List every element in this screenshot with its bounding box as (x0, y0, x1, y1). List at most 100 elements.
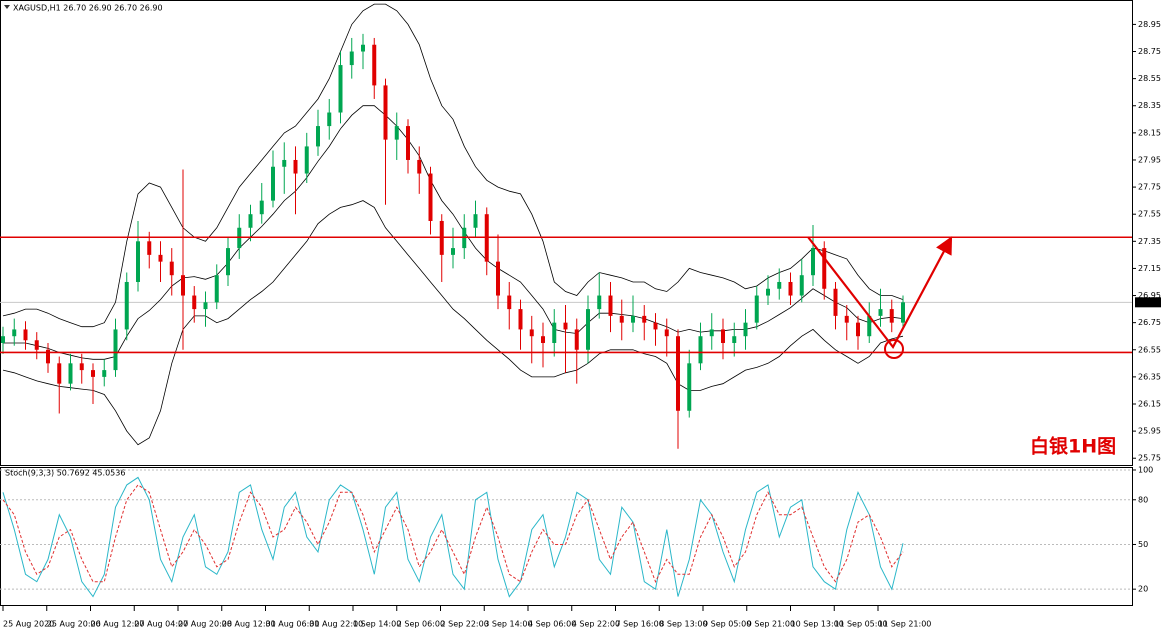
candle-body (79, 363, 84, 371)
candle-body (676, 336, 680, 411)
y-tick-label: 28.75 (1138, 47, 1161, 56)
candle-body (158, 254, 163, 262)
x-tick-label: 10 Sep 13:00 (791, 620, 844, 629)
candle-body (304, 146, 309, 174)
band-lower (2, 200, 904, 446)
candle-body (799, 275, 804, 296)
candle-body (259, 200, 264, 215)
y-tick-label: 26.15 (1138, 399, 1161, 408)
x-tick-label: 27 Aug 04:00 (134, 620, 188, 629)
candle-body (23, 329, 28, 341)
annotation: 白银1H图 (1030, 435, 1116, 458)
candle-body (664, 329, 669, 337)
candle-body (653, 322, 658, 330)
candle-body (518, 309, 523, 330)
candle-body (811, 248, 815, 276)
candle-body (496, 261, 500, 296)
y-tick-label: 80 (1138, 495, 1148, 504)
candle-body (473, 214, 478, 228)
y-tick-label: 26.75 (1138, 318, 1161, 327)
candle-body (271, 166, 275, 201)
y-tick-label: 27.15 (1138, 264, 1161, 273)
x-tick-label: 28 Aug 12:00 (222, 620, 276, 629)
x-tick-label: 8 Sep 13:00 (659, 620, 707, 629)
candle-body (136, 241, 140, 282)
candle-body (451, 248, 455, 255)
candle-body (619, 315, 624, 323)
x-tick-label: 4 Sep 22:00 (572, 620, 620, 629)
candle-body (788, 281, 793, 296)
y-tick-label: 25.75 (1138, 454, 1161, 463)
candle-body (113, 329, 118, 371)
candle-body (754, 295, 759, 323)
marker-circle (884, 339, 904, 359)
candle-body (597, 295, 602, 310)
candle-body (372, 44, 377, 86)
y-tick-label: 26.95 (1138, 291, 1161, 300)
x-axis-strip (0, 607, 1170, 636)
y-tick-label: 28.95 (1138, 20, 1161, 29)
candle-body (709, 329, 714, 337)
price-layer: 25.75 25.95 26.15 26.35 26.55 26.75 26.95 27.15… (0, 3, 1170, 636)
candle-body (428, 173, 433, 221)
candle-body (46, 349, 50, 364)
candle-body (642, 315, 647, 323)
candle-body (1, 336, 5, 343)
y-tick-label: 27.75 (1138, 183, 1161, 192)
candle-body (248, 214, 253, 228)
candle-body (766, 288, 770, 296)
candle-body (226, 248, 230, 276)
stoch-layer: 20 50 80 100 (0, 465, 1153, 598)
candle-body (844, 315, 849, 323)
last-price-label: 26.90 (1137, 298, 1160, 307)
y-tick-label: 26.35 (1138, 372, 1161, 381)
candle-body (34, 340, 39, 350)
x-tick-label: 27 Aug 20:00 (178, 620, 232, 629)
x-tick-label: 9 Sep 21:00 (747, 620, 795, 629)
candle-body (878, 309, 883, 316)
y-tick-label: 26.55 (1138, 345, 1161, 354)
candle-body (732, 336, 737, 343)
candle-body (406, 126, 410, 160)
candle-body (417, 159, 422, 174)
candle-body (698, 336, 703, 364)
candle-body (361, 44, 365, 52)
candle-body (349, 51, 354, 66)
candle-body (181, 275, 185, 296)
y-tick-label: 27.95 (1138, 155, 1161, 164)
candle-body (889, 309, 894, 323)
candle-body (91, 370, 95, 377)
y-tick-label: 28.15 (1138, 128, 1161, 137)
stoch-panel (0, 467, 1133, 606)
y-tick-label: 25.95 (1138, 427, 1161, 436)
stoch-title: Stoch(9,3,3) 50.7692 45.0536 (5, 469, 125, 478)
candle-body (147, 241, 152, 255)
candle-body (552, 322, 557, 343)
candle-body (608, 295, 613, 316)
candle-body (316, 126, 320, 147)
last-price-box (1135, 297, 1161, 308)
candle-body (203, 302, 208, 310)
candle-body (856, 322, 860, 337)
band-upper (2, 3, 904, 328)
candle-body (833, 288, 838, 316)
x-tick-label: 4 Sep 06:00 (528, 620, 576, 629)
x-tick-label: 2 Sep 22:00 (441, 620, 489, 629)
y-tick-label: 100 (1138, 465, 1153, 474)
y-tick-label: 28.35 (1138, 101, 1161, 110)
trend-arrow (807, 236, 953, 350)
candle-body (631, 315, 635, 323)
candle-body (394, 126, 399, 140)
candle-body (901, 302, 905, 323)
x-tick-label: 26 Aug 12:00 (91, 620, 145, 629)
candle-body (867, 315, 872, 337)
candle-body (822, 248, 827, 289)
candle-body (102, 370, 107, 377)
x-tick-label: 9 Sep 05:00 (703, 620, 751, 629)
candle-body (586, 309, 590, 350)
band-middle (3, 105, 904, 360)
x-tick-label: 2 Sep 06:00 (397, 620, 445, 629)
y-tick-label: 28.55 (1138, 74, 1161, 83)
candle-body (214, 275, 219, 303)
